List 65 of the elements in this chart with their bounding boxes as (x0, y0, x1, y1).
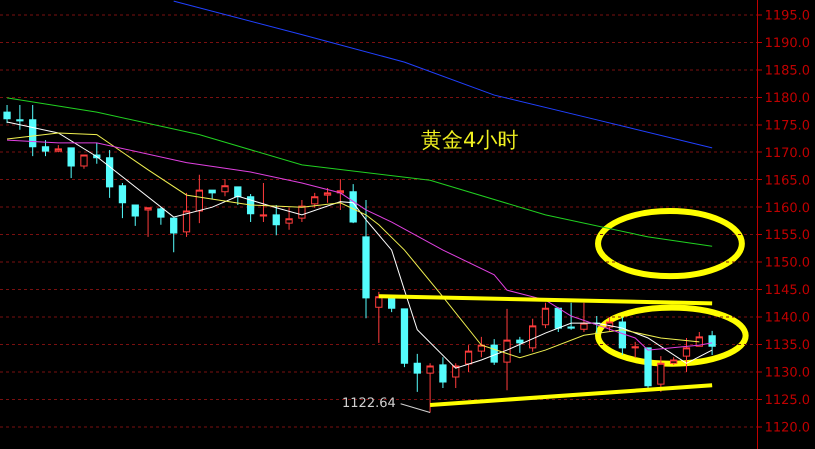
candlestick (503, 308, 511, 391)
y-tick-label: 1145.0 (764, 283, 810, 298)
annotation: 1122.64 (342, 396, 396, 411)
candlestick (272, 204, 280, 236)
candlestick (42, 140, 50, 157)
y-tick-label: 1180.0 (764, 90, 810, 106)
y-tick-label: 1140.0 (764, 310, 810, 326)
candlestick (632, 341, 639, 358)
y-tick-label: 1175.0 (764, 118, 810, 134)
y-tick-label: 1125.0 (764, 393, 810, 408)
candlestick (285, 207, 293, 230)
y-tick-label: 1170.0 (764, 146, 810, 161)
candlestick (670, 356, 678, 366)
candlestick (336, 178, 344, 210)
line-series (173, 0, 713, 148)
candlestick (311, 192, 318, 208)
candlestick (464, 344, 472, 373)
candlestick (362, 200, 370, 319)
y-tick-label: 1120.0 (764, 420, 810, 436)
candlestick (234, 186, 242, 206)
candlestick (708, 330, 716, 356)
candlestick (657, 356, 664, 392)
candlestick (554, 306, 562, 332)
candlestick (157, 206, 165, 226)
candlestick (80, 154, 88, 170)
annotation: 黄金4小时 (421, 128, 518, 152)
candlestick (324, 187, 332, 204)
candlestick (16, 104, 24, 130)
candlestick (567, 302, 575, 330)
candlestick (208, 190, 216, 200)
line-series (6, 97, 713, 247)
candlestick (452, 362, 460, 388)
y-tick-label: 1135.0 (764, 338, 810, 354)
candlestick (478, 336, 486, 358)
candlestick (260, 182, 268, 223)
candlestick (542, 302, 550, 329)
candlestick (644, 347, 652, 390)
candlestick (439, 356, 447, 388)
candlestick (118, 182, 126, 219)
candlestick (682, 337, 690, 373)
candlestick (54, 144, 62, 153)
candlestick (196, 174, 203, 224)
candlestick (426, 362, 434, 414)
y-tick-label: 1150.0 (764, 256, 810, 271)
y-tick-label: 1190.0 (764, 36, 810, 51)
y-tick-label: 1160.0 (764, 200, 810, 216)
candlestick (106, 150, 114, 198)
candlestick (144, 206, 152, 238)
candlestick (170, 218, 178, 253)
candlestick (516, 336, 524, 354)
candlestick (414, 353, 421, 392)
y-tick-label: 1195.0 (764, 8, 810, 24)
candlestick (375, 291, 382, 344)
candlestick (182, 192, 190, 238)
candlestick (132, 204, 139, 226)
y-tick-label: 1130.0 (764, 366, 810, 381)
candlestick (221, 178, 229, 197)
candlestick (3, 104, 11, 124)
candlestick (529, 318, 536, 352)
y-tick-label: 1165.0 (764, 173, 810, 188)
y-tick-label: 1155.0 (764, 228, 810, 244)
candlestick (580, 302, 588, 332)
candlestick (68, 147, 75, 179)
y-tick-label: 1185.0 (764, 63, 810, 78)
candlestick (400, 308, 408, 368)
